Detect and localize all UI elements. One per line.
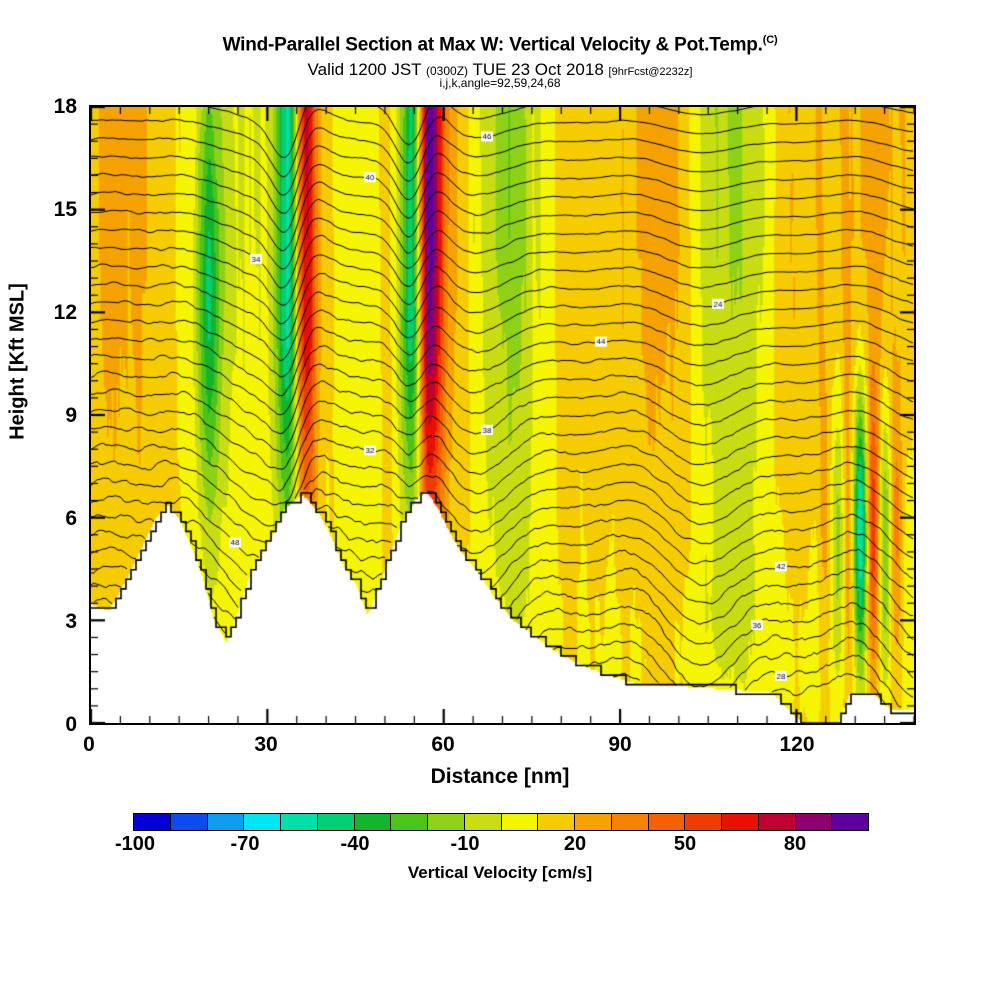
x-tick-0: 0 xyxy=(83,733,95,756)
colorbar-segment-19 xyxy=(832,814,868,830)
x-tick-120: 120 xyxy=(779,733,815,756)
valid-prefix: Valid 1200 JST xyxy=(307,60,422,79)
colorbar-tick-50: 50 xyxy=(673,833,697,855)
colorbar-segment-15 xyxy=(685,814,722,830)
colorbar-segment-11 xyxy=(538,814,575,830)
colorbar-label: Vertical Velocity [cm/s] xyxy=(407,863,593,882)
y-tick-6: 6 xyxy=(65,507,77,530)
colorbar-tick-80: 80 xyxy=(783,833,807,855)
copyright-mark: (C) xyxy=(762,34,778,46)
colorbar-segment-13 xyxy=(611,814,649,830)
page-title: Wind-Parallel Section at Max W: Vertical… xyxy=(0,34,1000,56)
colorbar-segment-10 xyxy=(501,814,539,830)
y-tick-18: 18 xyxy=(53,95,77,118)
y-axis-label: Height [Kft MSL] xyxy=(6,283,29,440)
colorbar-segment-1 xyxy=(170,814,208,830)
x-tick-30: 30 xyxy=(254,733,278,756)
colorbar-segment-18 xyxy=(795,814,833,830)
forecast-tag: [9hrFcst@2232z] xyxy=(608,66,693,78)
x-axis-label: Distance [nm] xyxy=(430,765,570,788)
subtitle-indices: i,j,k,angle=92,59,24,68 xyxy=(439,76,561,90)
title-text: Wind-Parallel Section at Max W: Vertical… xyxy=(222,34,763,56)
cross-section-plot xyxy=(89,105,916,725)
subtitle-valid-time: Valid 1200 JST (0300Z) TUE 23 Oct 2018 [… xyxy=(0,60,1000,80)
colorbar-tick--40: -40 xyxy=(340,833,370,855)
colorbar xyxy=(133,813,869,831)
colorbar-tick--70: -70 xyxy=(230,833,260,855)
colorbar-segment-9 xyxy=(464,814,502,830)
colorbar-segment-17 xyxy=(758,814,796,830)
colorbar-tick-20: 20 xyxy=(563,833,587,855)
colorbar-segment-12 xyxy=(575,814,612,830)
colorbar-segment-8 xyxy=(428,814,465,830)
colorbar-segment-2 xyxy=(207,814,245,830)
y-tick-0: 0 xyxy=(65,713,77,736)
colorbar-segment-4 xyxy=(281,814,318,830)
valid-date: TUE 23 Oct 2018 xyxy=(472,60,604,79)
y-tick-15: 15 xyxy=(53,198,77,221)
x-tick-60: 60 xyxy=(431,733,455,756)
valid-utc: (0300Z) xyxy=(426,64,469,78)
colorbar-segment-6 xyxy=(354,814,392,830)
colorbar-segment-7 xyxy=(391,814,428,830)
y-tick-3: 3 xyxy=(65,610,77,633)
colorbar-segment-16 xyxy=(722,814,759,830)
colorbar-segment-14 xyxy=(648,814,686,830)
x-tick-90: 90 xyxy=(608,733,632,756)
y-tick-12: 12 xyxy=(53,301,77,324)
colorbar-segment-0 xyxy=(134,814,171,830)
colorbar-tick--10: -10 xyxy=(450,833,480,855)
plot-canvas xyxy=(91,107,914,723)
y-tick-9: 9 xyxy=(65,404,77,427)
colorbar-tick--100: -100 xyxy=(114,833,156,855)
colorbar-segment-3 xyxy=(244,814,281,830)
colorbar-segment-5 xyxy=(317,814,355,830)
